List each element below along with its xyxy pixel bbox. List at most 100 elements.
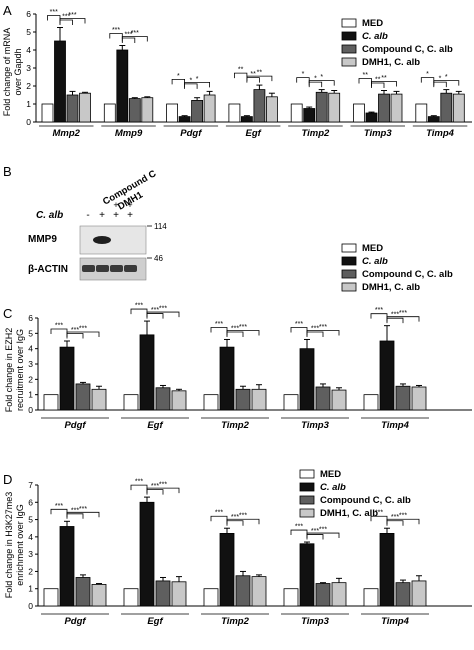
y-axis-label-c-line1: Fold change in EZH2 (4, 328, 14, 413)
category-label: Mmp9 (115, 128, 143, 139)
dmh1-sign: + (127, 200, 132, 210)
legend-label-med: MED (362, 243, 383, 254)
bar (427, 116, 440, 123)
bar (166, 103, 179, 123)
significance-bracket (210, 515, 228, 522)
bar (299, 543, 315, 607)
significance-bracket (109, 33, 123, 39)
bar (191, 100, 204, 123)
category-label: Timp3 (364, 128, 393, 139)
bar (139, 334, 155, 411)
bar (365, 112, 378, 123)
significance-label: *** (239, 513, 247, 520)
panel-letter-b: B (3, 164, 12, 179)
legend-label-dmh1: DMH1, C. alb (362, 282, 420, 293)
y-tick-label: 1 (26, 99, 31, 109)
significance-bracket (50, 508, 68, 515)
significance-label: *** (50, 9, 58, 16)
legend-d: MED C. alb Compound C, C. alb DMH1, C. a… (299, 469, 411, 519)
significance-label: *** (319, 324, 327, 331)
bar (363, 588, 379, 607)
significance-label: ** (238, 67, 244, 74)
significance-bracket (246, 75, 273, 82)
y-axis-label-a-line2: over Gapdh (13, 48, 23, 95)
bar (331, 582, 347, 607)
y-axis-label-c-line2: recruitment over IgG (15, 329, 25, 411)
legend-label-compoundc: Compound C, C. alb (320, 495, 411, 506)
significance-label: *** (71, 327, 79, 334)
legend-swatch (299, 469, 315, 479)
significance-label: * (302, 71, 305, 78)
bar (303, 108, 316, 123)
compound-c-sign: + (113, 200, 118, 210)
bar (390, 93, 403, 123)
significance-bracket (386, 520, 404, 526)
significance-bracket (306, 330, 340, 336)
y-tick-label: 0 (28, 405, 33, 415)
panel-b-western-blot: B Compound C DMH1 C. alb - + + + + + MMP… (3, 164, 453, 293)
bar (123, 394, 139, 411)
treatment-label: C. alb (36, 210, 63, 221)
bar (228, 103, 241, 123)
bar (353, 103, 365, 123)
significance-bracket (386, 316, 420, 322)
significance-label: *** (399, 310, 407, 317)
significance-label: * (439, 76, 442, 83)
bar (66, 94, 79, 123)
bar (75, 383, 91, 411)
bar (235, 575, 251, 607)
bar (299, 348, 315, 411)
beta-actin-band (124, 265, 137, 272)
legend-swatch (299, 495, 315, 505)
mw-marker-114: 114 (154, 222, 167, 231)
significance-bracket (59, 19, 73, 25)
bar (379, 533, 395, 607)
significance-label: * (189, 77, 192, 84)
significance-label: *** (399, 513, 407, 520)
significance-bracket (420, 77, 435, 83)
bar (452, 93, 465, 123)
significance-label: *** (375, 307, 383, 314)
significance-bracket (308, 80, 335, 86)
significance-bracket (306, 331, 324, 337)
y-tick-label: 5 (26, 27, 31, 37)
significance-bracket (66, 333, 84, 339)
significance-label: * (177, 73, 180, 80)
beta-actin-band (110, 265, 123, 272)
significance-bracket (59, 18, 86, 24)
significance-label: *** (71, 507, 79, 514)
legend-label-dmh1: DMH1, C. alb (362, 57, 420, 68)
bar (290, 103, 303, 123)
bar (123, 588, 139, 607)
bar (219, 346, 235, 411)
significance-label: *** (319, 527, 327, 534)
legend-swatch (299, 508, 315, 518)
lane-sign: - (86, 210, 89, 221)
lane-sign: + (113, 210, 119, 221)
significance-bracket (370, 313, 388, 319)
significance-label: *** (159, 482, 167, 489)
y-tick-label: 6 (28, 313, 33, 323)
category-label: Timp4 (381, 420, 410, 431)
bar (116, 49, 129, 123)
significance-label: *** (231, 325, 239, 332)
significance-bracket (433, 80, 460, 86)
legend-label-compoundc: Compound C, C. alb (362, 44, 453, 55)
category-label: Mmp2 (53, 128, 81, 139)
bar (41, 103, 54, 123)
panel-letter-d: D (3, 472, 12, 487)
blot-row-label-beta-actin: β-ACTIN (28, 264, 68, 275)
legend-swatch (341, 31, 357, 41)
bar (235, 388, 251, 411)
category-label: Egf (147, 420, 163, 431)
panel-letter-c: C (3, 306, 12, 321)
significance-bracket (121, 36, 148, 42)
legend-b: MED C. alb Compound C, C. alb DMH1, C. a… (341, 243, 453, 293)
significance-label: ** (257, 70, 263, 77)
legend-swatch (299, 482, 315, 492)
significance-label: *** (151, 483, 159, 490)
category-label: Timp3 (301, 420, 330, 431)
significance-label: ** (250, 71, 256, 78)
significance-label: *** (375, 510, 383, 517)
significance-bracket (146, 313, 164, 319)
